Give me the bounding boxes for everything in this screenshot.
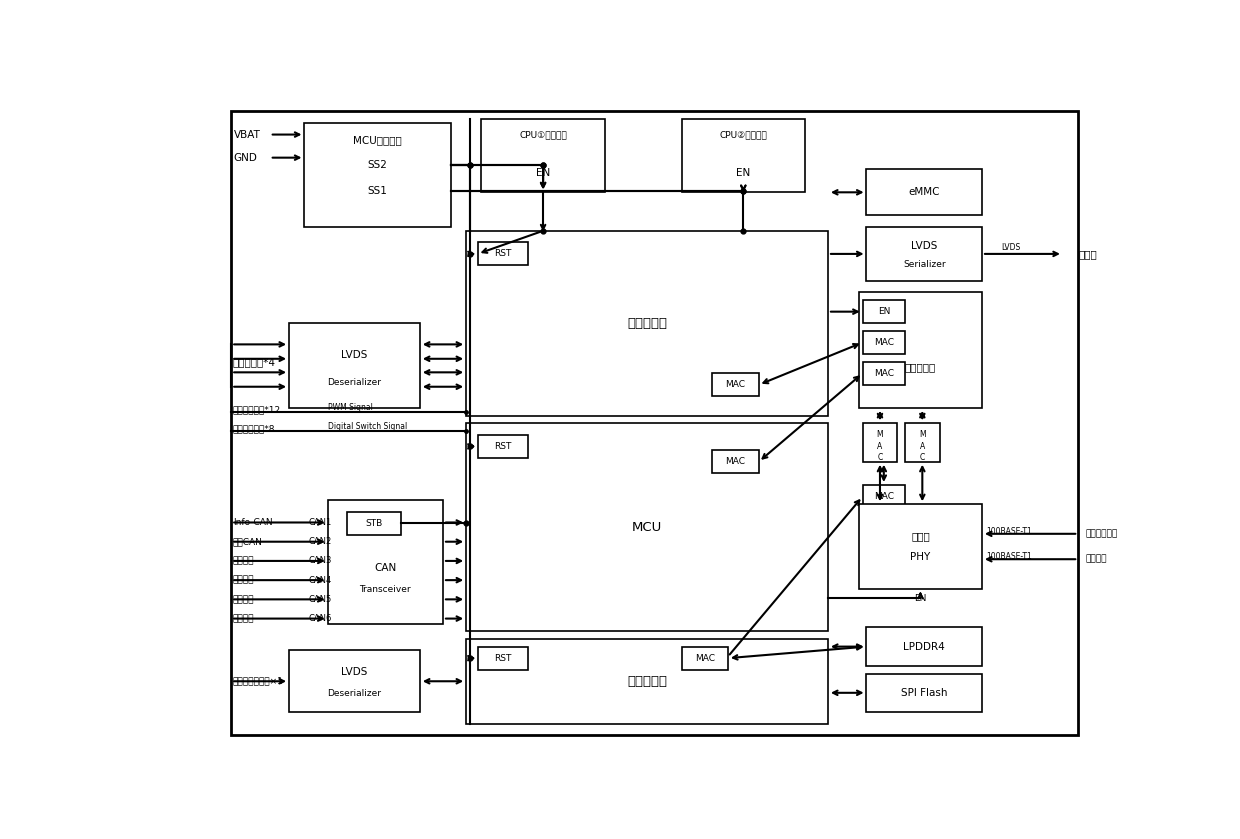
Text: CPU②供电电源: CPU②供电电源 [719,130,768,139]
Text: Serializer: Serializer [903,260,946,269]
Text: 100BASE-T1: 100BASE-T1 [986,552,1032,561]
Bar [859,293,982,408]
Text: 单目前视摄像头×1: 单目前视摄像头×1 [233,677,284,685]
Text: 显示器: 显示器 [1079,249,1097,259]
Text: Digital Switch Signal: Digital Switch Signal [327,422,407,431]
Bar [481,119,605,192]
Text: PHY: PHY [910,552,930,561]
Bar [477,435,528,458]
Bar [905,424,940,461]
Text: 第一处理器: 第一处理器 [627,316,667,330]
Text: M: M [919,430,925,440]
Bar [347,512,401,535]
Text: EN: EN [536,168,551,178]
Bar [477,647,528,670]
Text: M: M [877,430,883,440]
Text: C: C [920,453,925,462]
Text: A: A [878,442,883,451]
Bar [863,424,898,461]
Bar [289,650,420,712]
Text: SPI Flash: SPI Flash [901,688,947,698]
Text: CAN4: CAN4 [309,576,331,585]
Text: VBAT: VBAT [233,129,260,139]
Bar [863,485,905,508]
Bar [466,231,828,415]
Text: MAC: MAC [874,338,894,347]
Text: PWM Signal: PWM Signal [327,403,372,412]
Bar [863,331,905,354]
Text: 超声波传感器*12: 超声波传感器*12 [233,405,281,414]
Text: C: C [878,453,883,462]
Text: RST: RST [494,249,511,258]
Text: 环视摄像头*4: 环视摄像头*4 [233,357,275,367]
Bar [466,424,828,631]
Text: Transceiver: Transceiver [360,585,412,593]
Text: Info-CAN: Info-CAN [233,518,273,527]
Text: CAN5: CAN5 [309,595,331,604]
Bar [863,300,905,323]
Text: CAN6: CAN6 [309,614,331,623]
Bar [231,112,1079,735]
Bar [304,123,450,227]
Text: MCU: MCU [632,521,662,534]
Text: 后侧雷达: 后侧雷达 [233,576,254,585]
Text: Deserializer: Deserializer [327,378,382,387]
Bar [682,119,805,192]
Text: 前侧雷达: 前侧雷达 [233,595,254,604]
Bar [867,674,982,712]
Text: MAC: MAC [874,369,894,378]
Bar [867,169,982,216]
Text: CAN3: CAN3 [309,556,331,565]
Text: 数字输入信号*8: 数字输入信号*8 [233,425,275,433]
Text: 整车以太网络: 整车以太网络 [1086,529,1118,539]
Text: Deserializer: Deserializer [327,689,382,698]
Text: 底盘CAN: 底盘CAN [233,537,263,546]
Text: A: A [920,442,925,451]
Text: RST: RST [494,442,511,451]
Text: LVDS: LVDS [1001,243,1021,253]
Bar [477,242,528,265]
Text: EN: EN [914,594,926,602]
Bar [466,639,828,723]
Text: LVDS: LVDS [911,241,937,251]
Text: 前向雷达: 前向雷达 [233,556,254,565]
Text: eMMC: eMMC [909,187,940,197]
Text: 以太网: 以太网 [911,531,930,541]
Text: STB: STB [365,519,382,528]
Bar [867,628,982,666]
Bar [713,373,759,396]
Text: MAC: MAC [694,654,714,663]
Text: SS2: SS2 [367,160,387,170]
Bar [289,323,420,408]
Bar [327,500,443,623]
Bar [713,451,759,473]
Text: CPU①供电电源: CPU①供电电源 [520,130,567,139]
Text: EN: EN [737,168,750,178]
Bar [863,362,905,385]
Text: CAN1: CAN1 [309,518,331,527]
Text: 第二处理器: 第二处理器 [627,675,667,688]
Text: LVDS: LVDS [341,667,367,677]
Bar [682,647,728,670]
Bar [859,504,982,589]
Text: GND: GND [233,153,258,163]
Text: CAN: CAN [374,563,397,573]
Text: 以太网开关: 以太网开关 [905,362,936,373]
Text: EN: EN [878,307,890,316]
Text: RST: RST [494,654,511,663]
Text: MAC: MAC [725,457,745,466]
Text: LVDS: LVDS [341,351,367,361]
Bar [867,227,982,281]
Text: SS1: SS1 [367,185,387,195]
Text: 激光雷达: 激光雷达 [1086,555,1107,564]
Text: LPDDR4: LPDDR4 [904,642,945,652]
Text: 后向雷达: 后向雷达 [233,614,254,623]
Text: CAN2: CAN2 [309,537,331,546]
Text: MAC: MAC [725,380,745,389]
Text: MAC: MAC [874,492,894,501]
Text: MCU供电电源: MCU供电电源 [353,135,402,145]
Text: 100BASE-T1: 100BASE-T1 [986,527,1032,536]
